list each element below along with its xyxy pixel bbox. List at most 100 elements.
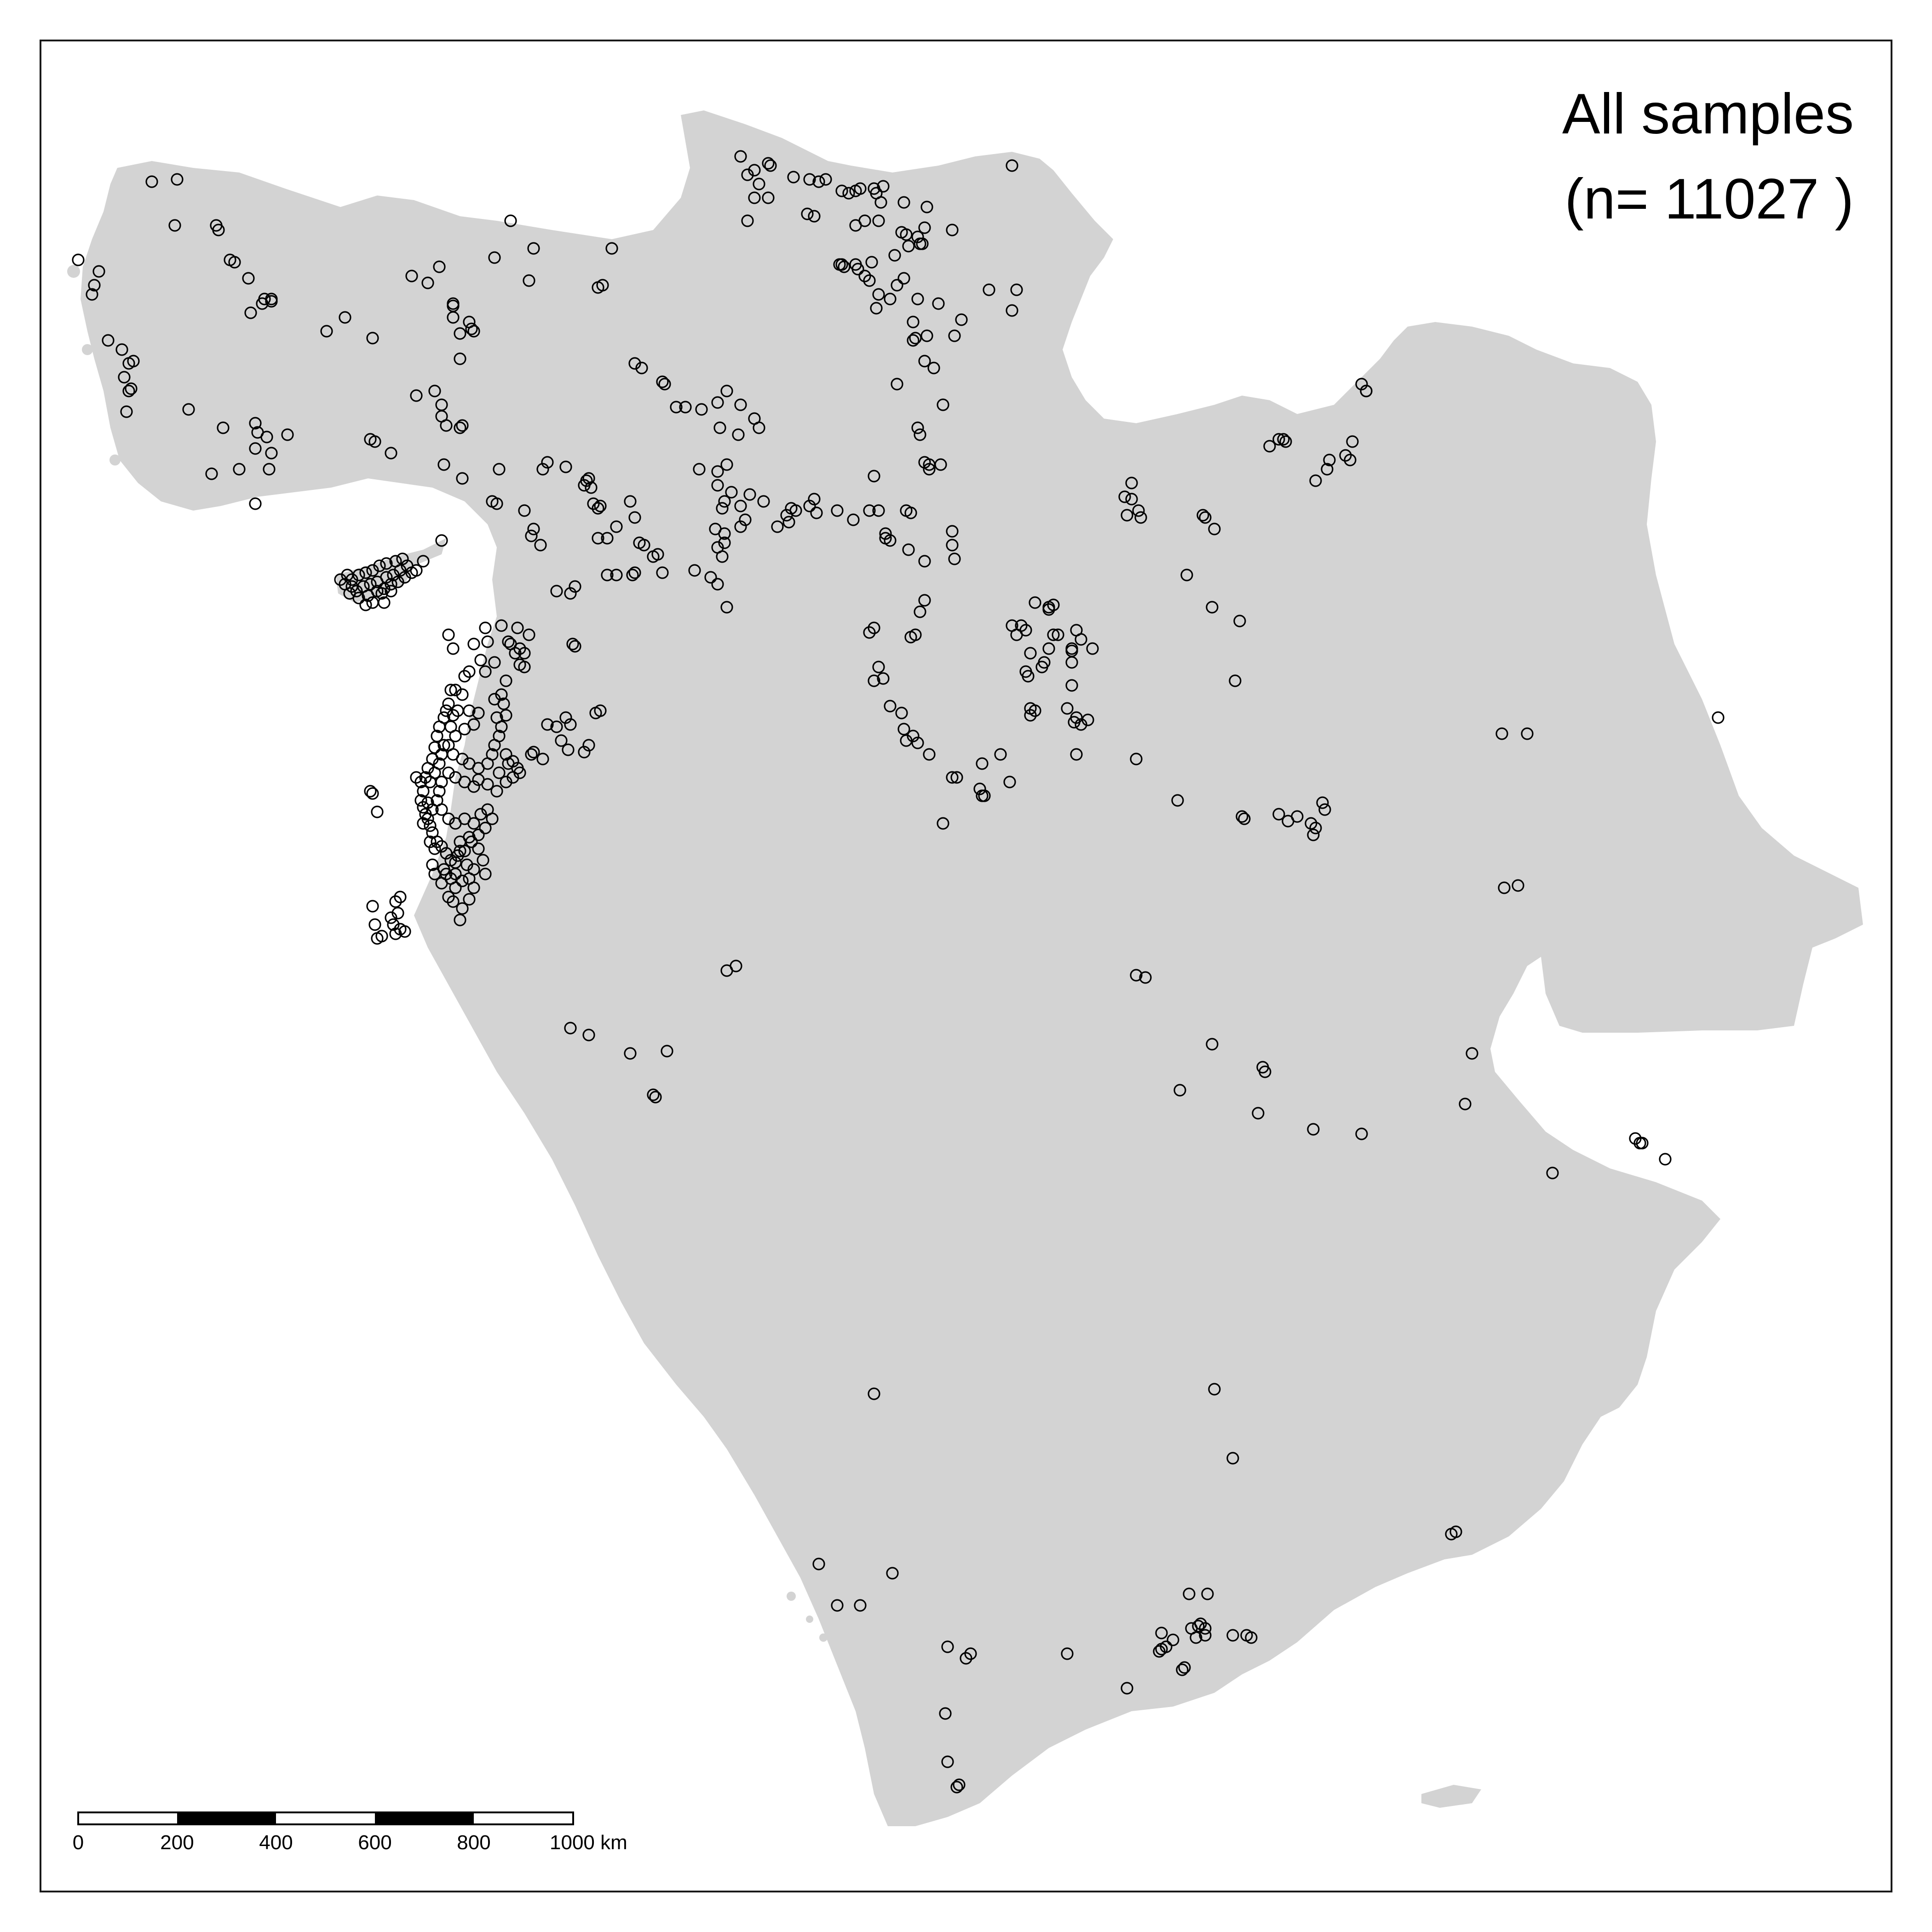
sample-point-marker	[582, 1029, 595, 1041]
sample-point-marker	[868, 674, 880, 687]
sample-point-marker	[1229, 674, 1242, 687]
sample-point-marker	[518, 661, 531, 673]
sample-point-marker	[564, 587, 577, 600]
sample-point-marker	[366, 900, 379, 913]
sample-point-marker	[467, 817, 480, 830]
sample-point-marker	[493, 730, 506, 742]
sample-point-marker	[564, 718, 577, 731]
sample-point-marker	[249, 497, 262, 510]
sample-point-marker	[467, 638, 480, 650]
scale-bar-outline	[77, 1811, 574, 1825]
sample-point-marker	[835, 184, 848, 197]
sample-point-marker	[819, 173, 832, 186]
sample-point-marker	[764, 159, 777, 172]
sample-point-marker	[638, 539, 650, 552]
sample-point-marker	[1259, 1065, 1271, 1078]
sample-point-marker	[385, 585, 397, 598]
sample-point-marker	[472, 707, 485, 719]
sample-point-marker	[582, 739, 595, 752]
sample-point-marker	[1199, 1629, 1212, 1642]
sample-point-marker	[562, 743, 575, 756]
sample-point-marker	[920, 329, 933, 342]
sample-point-marker	[265, 295, 278, 308]
sample-point-marker	[1459, 1098, 1472, 1110]
sample-point-marker	[1659, 1153, 1672, 1166]
sample-point-marker	[651, 548, 664, 561]
sample-point-marker	[1263, 440, 1276, 453]
sample-point-marker	[812, 175, 825, 188]
sample-point-marker	[385, 447, 397, 460]
sample-point-marker	[964, 1647, 977, 1660]
sample-point-marker	[385, 911, 397, 924]
sample-point-marker	[787, 171, 800, 184]
sample-point-marker	[923, 748, 936, 761]
sample-point-marker	[934, 458, 947, 471]
sample-point-marker	[1636, 1137, 1649, 1150]
sample-point-marker	[451, 704, 464, 717]
sample-point-marker	[428, 741, 441, 754]
sample-point-marker	[902, 240, 915, 253]
aegean-island	[67, 265, 80, 278]
sample-point-marker	[479, 621, 492, 634]
sample-point-marker	[693, 463, 706, 476]
sample-point-marker	[541, 718, 554, 731]
sample-point-marker	[115, 343, 128, 356]
sample-point-marker	[812, 1558, 825, 1570]
sample-point-marker	[449, 684, 462, 696]
sample-point-marker	[536, 753, 549, 765]
sample-point-marker	[902, 543, 915, 556]
sample-point-marker	[1047, 628, 1060, 641]
sample-point-marker	[658, 378, 671, 391]
sample-point-marker	[863, 504, 876, 517]
sample-point-marker	[601, 532, 614, 545]
sample-point-marker	[414, 794, 427, 807]
sample-point-marker	[472, 842, 485, 855]
sample-point-marker	[585, 481, 598, 494]
sample-point-marker	[854, 1599, 867, 1612]
sample-point-marker	[994, 748, 1007, 761]
sample-point-marker	[249, 442, 262, 455]
sample-point-marker	[872, 504, 885, 517]
sample-point-marker	[720, 385, 733, 397]
sample-point-marker	[907, 316, 920, 328]
sample-point-marker	[868, 621, 880, 634]
sample-point-marker	[718, 527, 731, 540]
sample-point-marker	[371, 932, 384, 945]
sample-point-marker	[716, 550, 729, 563]
sample-point-marker	[500, 748, 512, 761]
sample-point-marker	[1003, 776, 1016, 788]
sample-point-marker	[851, 263, 864, 276]
sample-point-marker	[976, 757, 989, 770]
sample-point-marker	[891, 279, 903, 292]
sample-point-marker	[511, 621, 524, 634]
sample-point-marker	[410, 389, 423, 402]
sample-point-marker	[874, 196, 887, 209]
red-sea-island	[819, 1633, 828, 1642]
sample-point-marker	[168, 219, 181, 232]
sample-point-marker	[1075, 633, 1087, 646]
sample-point-marker	[1125, 493, 1138, 506]
sample-point-marker	[628, 511, 641, 524]
sample-point-marker	[1238, 812, 1251, 825]
sample-point-marker	[500, 709, 512, 722]
sample-point-marker	[1199, 511, 1212, 524]
sample-point-marker	[716, 502, 729, 515]
sample-point-marker	[265, 447, 278, 460]
sample-point-marker	[447, 709, 460, 722]
sample-point-marker	[1323, 454, 1336, 466]
sample-point-marker	[927, 362, 940, 374]
sample-point-marker	[477, 854, 489, 867]
sample-point-marker	[920, 201, 933, 213]
sample-point-marker	[626, 569, 639, 581]
sample-point-marker	[1318, 803, 1331, 816]
sample-point-marker	[1065, 642, 1078, 655]
sample-point-marker	[454, 421, 466, 434]
sample-point-marker	[1196, 509, 1209, 522]
sample-point-marker	[449, 881, 462, 894]
sample-point-marker	[1194, 1617, 1207, 1630]
sample-point-marker	[950, 1781, 963, 1794]
sample-point-marker	[437, 458, 450, 471]
sample-point-marker	[1226, 1452, 1239, 1465]
sample-point-marker	[858, 270, 871, 282]
sample-point-marker	[941, 1640, 954, 1653]
